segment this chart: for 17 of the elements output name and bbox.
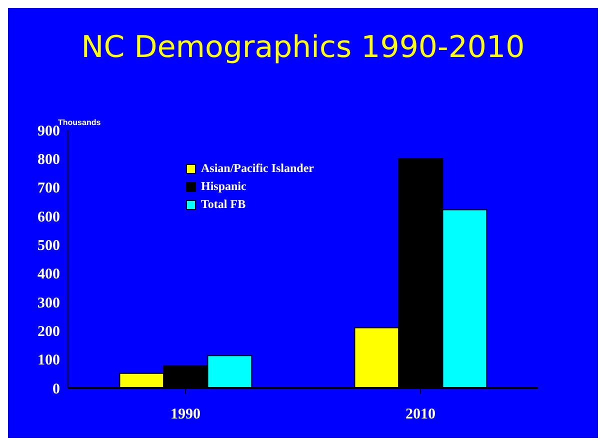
legend-label: Total FB: [201, 197, 246, 212]
y-tick-label: 800: [38, 152, 60, 168]
y-tick-label: 900: [38, 123, 60, 140]
legend-label: Hispanic: [201, 179, 246, 194]
legend-label: Asian/Pacific Islander: [201, 161, 314, 176]
y-tick-label: 300: [38, 295, 60, 312]
y-tick-label: 400: [38, 266, 60, 283]
y-axis-title: Thousands: [58, 118, 101, 127]
y-tick-label: 700: [38, 180, 60, 197]
x-tick-label: 1990: [170, 406, 200, 423]
y-tick-label: 600: [38, 209, 60, 226]
y-tick-label: 500: [38, 238, 60, 254]
y-tick-label: 0: [52, 381, 60, 398]
y-tick-label: 100: [38, 352, 60, 369]
chart-title: NC Demographics 1990-2010: [80, 30, 526, 65]
y-tick-label: 200: [38, 324, 60, 340]
x-tick-label: 2010: [406, 406, 436, 423]
